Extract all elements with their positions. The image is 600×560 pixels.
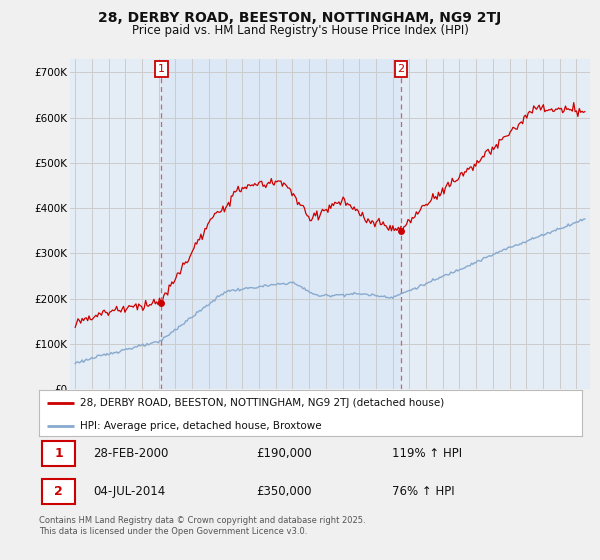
- Text: Contains HM Land Registry data © Crown copyright and database right 2025.
This d: Contains HM Land Registry data © Crown c…: [39, 516, 365, 536]
- Text: 28, DERBY ROAD, BEESTON, NOTTINGHAM, NG9 2TJ (detached house): 28, DERBY ROAD, BEESTON, NOTTINGHAM, NG9…: [80, 398, 444, 408]
- Text: 119% ↑ HPI: 119% ↑ HPI: [392, 447, 462, 460]
- FancyBboxPatch shape: [42, 441, 76, 466]
- Text: 1: 1: [158, 64, 165, 74]
- Text: 28, DERBY ROAD, BEESTON, NOTTINGHAM, NG9 2TJ: 28, DERBY ROAD, BEESTON, NOTTINGHAM, NG9…: [98, 11, 502, 25]
- Text: £190,000: £190,000: [256, 447, 312, 460]
- FancyBboxPatch shape: [42, 479, 76, 503]
- Text: £350,000: £350,000: [256, 485, 312, 498]
- Text: 2: 2: [397, 64, 404, 74]
- Text: 1: 1: [54, 447, 63, 460]
- Text: HPI: Average price, detached house, Broxtowe: HPI: Average price, detached house, Brox…: [80, 421, 322, 431]
- Text: 04-JUL-2014: 04-JUL-2014: [94, 485, 166, 498]
- Text: 76% ↑ HPI: 76% ↑ HPI: [392, 485, 455, 498]
- Text: 28-FEB-2000: 28-FEB-2000: [94, 447, 169, 460]
- Text: Price paid vs. HM Land Registry's House Price Index (HPI): Price paid vs. HM Land Registry's House …: [131, 24, 469, 37]
- Text: 2: 2: [54, 485, 63, 498]
- Bar: [161, 59, 401, 389]
